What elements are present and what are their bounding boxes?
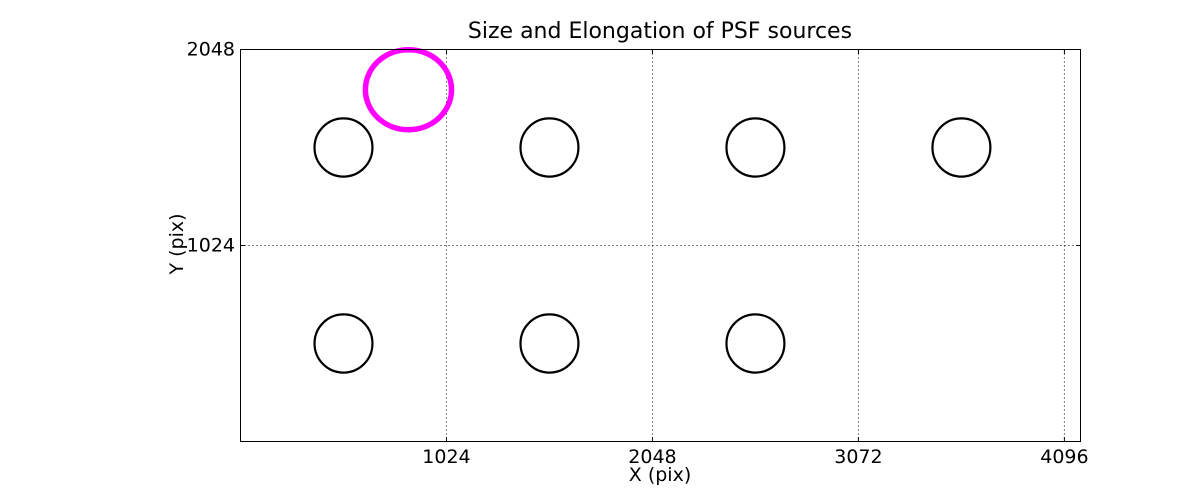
psf-outlier-ellipse xyxy=(362,46,455,133)
plot-border xyxy=(240,49,1081,442)
x-tick-label: 2048 xyxy=(628,445,677,468)
psf-source-ellipse xyxy=(725,117,786,178)
x-tick-label: 3072 xyxy=(834,445,883,468)
chart-title: Size and Elongation of PSF sources xyxy=(467,19,853,44)
psf-source-ellipse xyxy=(313,313,374,374)
psf-source-ellipse xyxy=(931,117,992,178)
psf-source-ellipse xyxy=(313,117,374,178)
y-tick-label: 1024 xyxy=(186,234,235,256)
x-axis-label: X (pix) xyxy=(628,464,692,486)
grid-layer xyxy=(240,49,1081,442)
x-tick-label: 1024 xyxy=(422,445,471,468)
psf-source-ellipse xyxy=(519,313,580,374)
y-tick-label: 2048 xyxy=(186,38,235,60)
x-tick-label: 4096 xyxy=(1040,445,1089,468)
psf-source-ellipse xyxy=(725,313,786,374)
psf-source-ellipse xyxy=(519,117,580,178)
